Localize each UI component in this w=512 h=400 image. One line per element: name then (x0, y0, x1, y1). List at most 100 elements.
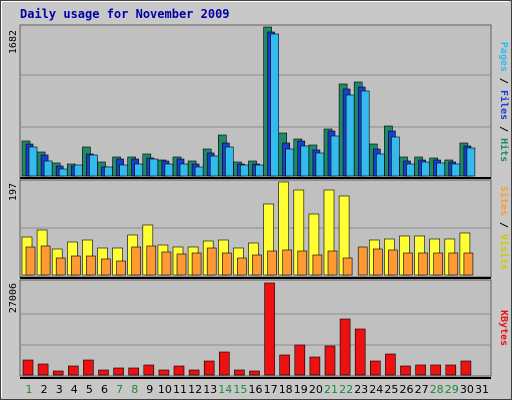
bar-kbytes-day-23 (354, 328, 366, 376)
x-tick-label-day-11: 11 (173, 383, 187, 396)
x-tick-label-day-12: 12 (188, 383, 202, 396)
panel-separators (20, 177, 491, 379)
legend-top: Pages / Files / Hits (498, 42, 510, 162)
bar-kbytes-day-3 (52, 370, 64, 376)
legend-bot-part-0: KBytes (498, 310, 509, 346)
x-tick-label-day-17: 17 (264, 383, 278, 396)
bar-pages-day-30 (466, 147, 476, 177)
bar-sites-day-5 (86, 255, 96, 276)
bar-sites-day-26 (403, 252, 413, 276)
bar-kbytes-day-20 (309, 356, 321, 376)
bar-pages-day-12 (194, 166, 204, 177)
bar-pages-day-14 (225, 146, 234, 177)
legend-top-part-3: / (498, 120, 509, 138)
bar-kbytes-day-13 (203, 360, 215, 376)
bar-pages-day-21 (330, 135, 340, 177)
x-tick-label-day-30: 30 (460, 383, 474, 396)
bar-kbytes-day-26 (400, 365, 411, 376)
legends: Pages / Files / Hits Sites / Visits KBytes (498, 42, 510, 346)
bar-sites-day-9 (146, 245, 157, 276)
bar-pages-day-1 (28, 146, 38, 177)
bar-kbytes-day-17 (264, 282, 275, 376)
bar-kbytes-day-7 (113, 367, 124, 376)
bar-pages-day-23 (360, 90, 370, 177)
bar-kbytes-day-8 (128, 367, 139, 376)
bar-sites-day-18 (282, 249, 293, 276)
bar-pages-day-18 (285, 148, 295, 177)
bar-sites-day-17 (267, 250, 277, 276)
bar-kbytes-day-11 (173, 365, 185, 376)
bar-pages-day-10 (164, 163, 174, 177)
legend-mid: Sites / Visits (498, 186, 510, 270)
ymax-label-mid: 197 (8, 183, 19, 201)
bar-kbytes-day-28 (430, 364, 442, 376)
bar-pages-day-27 (421, 161, 430, 177)
bar-pages-day-20 (315, 152, 325, 177)
bar-sites-day-10 (161, 251, 172, 276)
gridlines (21, 74, 490, 346)
bar-sites-day-15 (237, 257, 247, 276)
bar-pages-day-17 (270, 33, 279, 177)
x-tick-label-day-25: 25 (384, 383, 398, 396)
bar-sites-day-16 (252, 254, 262, 276)
bar-sites-day-28 (433, 252, 444, 276)
bar-kbytes-day-4 (68, 365, 79, 376)
bar-pages-day-7 (119, 164, 128, 177)
x-tick-label-day-4: 4 (71, 383, 78, 396)
bar-sites-day-3 (55, 257, 66, 276)
bar-kbytes-day-9 (143, 364, 155, 376)
x-tick-label-day-22: 22 (339, 383, 353, 396)
bar-sites-day-27 (418, 252, 428, 276)
x-tick-label-day-5: 5 (86, 383, 93, 396)
bar-sites-day-23 (357, 246, 368, 276)
bar-sites-day-7 (116, 260, 126, 276)
legend-mid-part-2: Visits (498, 234, 510, 270)
bar-pages-day-16 (255, 164, 264, 177)
bar-pages-day-4 (74, 164, 83, 177)
bar-kbytes-day-1 (22, 359, 34, 376)
bar-pages-day-2 (43, 160, 53, 177)
bar-kbytes-day-2 (37, 363, 49, 376)
legend-top-part-0: Pages (498, 42, 509, 72)
panel-separator-1 (20, 277, 491, 279)
bar-sites-day-19 (297, 250, 308, 276)
x-tick-label-day-2: 2 (41, 383, 48, 396)
x-tick-label-day-19: 19 (294, 383, 308, 396)
bar-kbytes-day-24 (369, 360, 381, 376)
x-tick-label-day-26: 26 (400, 383, 414, 396)
x-tick-label-day-1: 1 (26, 383, 33, 396)
bar-kbytes-day-12 (188, 369, 200, 376)
bar-kbytes-day-22 (339, 318, 351, 376)
bar-sites-day-29 (448, 252, 459, 276)
bar-sites-day-4 (71, 255, 81, 276)
bar-kbytes-day-18 (279, 354, 291, 376)
ymax-label-top: 1682 (8, 30, 19, 54)
bar-pages-day-13 (209, 155, 219, 177)
bar-pages-day-26 (406, 163, 415, 177)
bar-kbytes-day-16 (249, 370, 260, 376)
bar-sites-day-1 (25, 246, 36, 276)
bar-kbytes-day-25 (385, 353, 396, 376)
bar-kbytes-day-14 (219, 351, 230, 376)
bar-kbytes-day-27 (415, 364, 426, 376)
x-tick-label-day-23: 23 (354, 383, 368, 396)
bar-kbytes-day-6 (98, 369, 109, 376)
bar-pages-day-9 (149, 158, 159, 177)
bar-kbytes-day-10 (158, 369, 170, 376)
bar-sites-day-8 (131, 246, 141, 276)
bar-sites-day-22 (342, 257, 353, 276)
x-tick-label-day-8: 8 (131, 383, 138, 396)
x-tick-label-day-15: 15 (233, 383, 247, 396)
bar-sites-day-25 (388, 249, 398, 276)
bar-sites-day-13 (206, 247, 217, 276)
panel-separator-2 (20, 377, 491, 379)
bar-sites-day-20 (312, 254, 323, 276)
bar-pages-day-29 (451, 163, 461, 177)
x-tick-label-day-14: 14 (218, 383, 232, 396)
bars (21, 26, 476, 376)
x-tick-label-day-3: 3 (56, 383, 63, 396)
bar-kbytes-day-29 (445, 364, 457, 376)
bar-kbytes-day-30 (460, 360, 472, 376)
bar-sites-day-6 (101, 258, 111, 276)
